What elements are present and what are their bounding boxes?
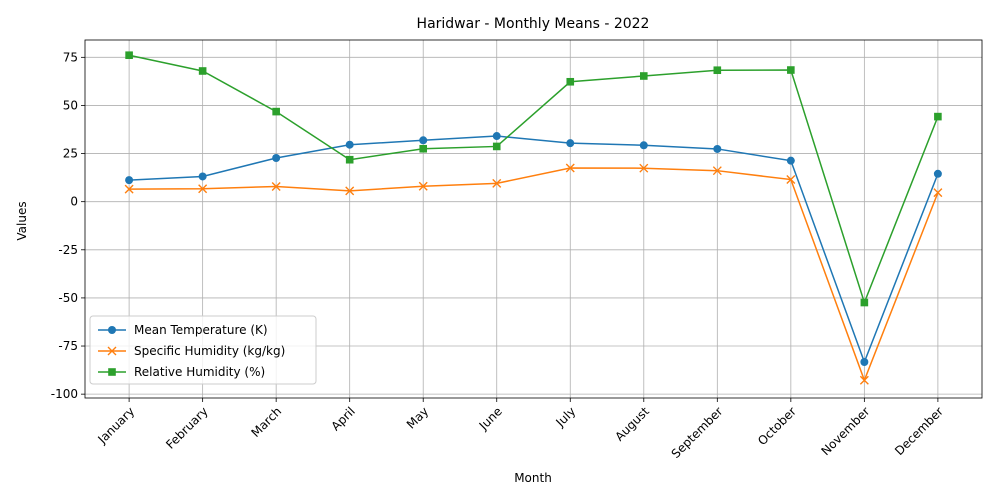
data-point [272,107,280,116]
axes-frame [84,39,983,399]
data-point [786,175,796,185]
data-point [712,166,722,176]
y-tick-label: -75 [58,339,78,353]
data-point [419,136,428,145]
data-point [125,51,133,60]
data-point [492,142,501,151]
y-tick-label: 50 [63,98,78,112]
series-line-1 [129,135,939,365]
data-point [639,163,649,173]
chart-title: Haridwar - Monthly Means - 2022 [417,16,650,32]
data-point [271,181,281,191]
legend-marker [108,326,116,334]
data-point [418,181,428,191]
legend-label: Specific Humidity (kg/kg) [134,344,285,358]
data-point [713,144,722,153]
data-point [859,375,869,385]
data-point [198,172,207,181]
y-axis-title: Values [15,201,29,240]
y-tick-label: 25 [63,147,78,161]
data-point [639,72,648,80]
data-point [272,153,281,162]
series-line-2 [129,167,939,383]
data-point [345,155,354,164]
data-point [198,67,207,75]
data-point [566,77,575,86]
legend-marker [107,346,117,356]
data-point [713,66,722,75]
data-point [419,144,428,153]
legend-box [89,315,317,385]
x-axis-title: Month [514,471,552,485]
data-point [124,184,134,194]
data-point [345,186,355,196]
data-point [565,163,575,173]
data-point [787,66,795,74]
data-point [566,139,575,148]
data-point [345,140,354,149]
data-point [860,298,869,307]
data-point [933,169,942,178]
legend-label: Mean Temperature (K) [134,323,268,337]
y-tick-label: 0 [70,195,78,209]
legend-marker [108,368,116,376]
data-point [639,141,648,150]
y-tick-label: -100 [51,387,78,401]
y-tick-label: -25 [58,243,78,257]
data-point [492,178,502,188]
data-point [786,156,795,165]
data-point [933,188,943,198]
data-point [198,184,208,194]
legend-label: Relative Humidity (%) [134,365,265,379]
y-tick-label: 75 [63,50,78,64]
series-line-3 [128,54,939,305]
data-point [860,358,869,367]
data-point [492,132,501,141]
data-point [125,176,134,185]
data-point [934,112,942,121]
y-tick-label: -50 [58,291,78,305]
